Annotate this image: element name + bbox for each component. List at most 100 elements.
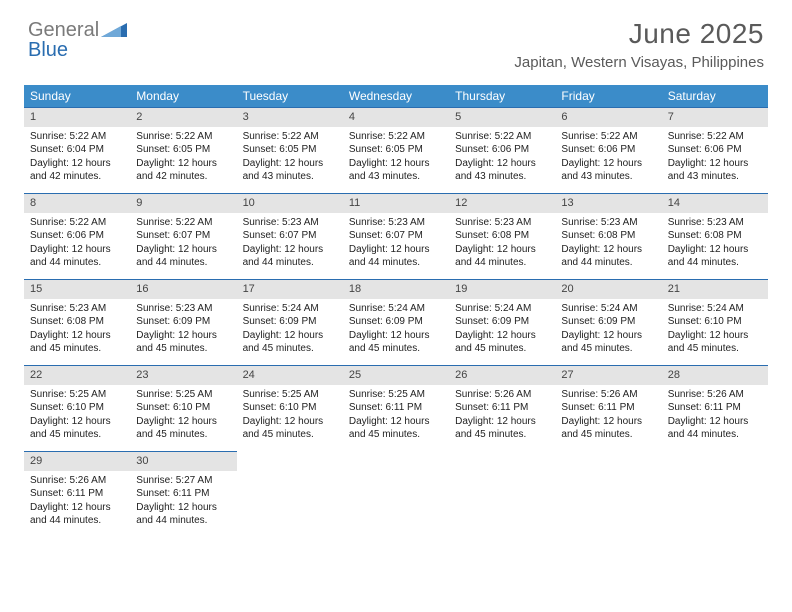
day-number: 24 bbox=[237, 366, 343, 385]
daylight-text: Daylight: 12 hours and 43 minutes. bbox=[349, 157, 443, 184]
day-body: Sunrise: 5:25 AMSunset: 6:10 PMDaylight:… bbox=[24, 385, 130, 448]
day-number: 19 bbox=[449, 280, 555, 299]
sunrise-text: Sunrise: 5:22 AM bbox=[243, 130, 337, 144]
daylight-text: Daylight: 12 hours and 44 minutes. bbox=[30, 243, 124, 270]
sunrise-text: Sunrise: 5:22 AM bbox=[561, 130, 655, 144]
daylight-text: Daylight: 12 hours and 44 minutes. bbox=[455, 243, 549, 270]
sunrise-text: Sunrise: 5:25 AM bbox=[136, 388, 230, 402]
sunset-text: Sunset: 6:11 PM bbox=[561, 401, 655, 415]
calendar-empty-cell bbox=[449, 451, 555, 537]
day-body: Sunrise: 5:24 AMSunset: 6:09 PMDaylight:… bbox=[237, 299, 343, 362]
calendar-day: 12Sunrise: 5:23 AMSunset: 6:08 PMDayligh… bbox=[449, 193, 555, 279]
day-number: 12 bbox=[449, 194, 555, 213]
day-body: Sunrise: 5:22 AMSunset: 6:07 PMDaylight:… bbox=[130, 213, 236, 276]
day-number: 26 bbox=[449, 366, 555, 385]
sunrise-text: Sunrise: 5:24 AM bbox=[243, 302, 337, 316]
calendar-empty-cell bbox=[662, 451, 768, 537]
calendar-day: 17Sunrise: 5:24 AMSunset: 6:09 PMDayligh… bbox=[237, 279, 343, 365]
day-number: 14 bbox=[662, 194, 768, 213]
calendar-day: 16Sunrise: 5:23 AMSunset: 6:09 PMDayligh… bbox=[130, 279, 236, 365]
day-number: 17 bbox=[237, 280, 343, 299]
day-number: 20 bbox=[555, 280, 661, 299]
day-body: Sunrise: 5:23 AMSunset: 6:08 PMDaylight:… bbox=[662, 213, 768, 276]
day-number: 30 bbox=[130, 452, 236, 471]
daylight-text: Daylight: 12 hours and 45 minutes. bbox=[349, 329, 443, 356]
day-body: Sunrise: 5:22 AMSunset: 6:04 PMDaylight:… bbox=[24, 127, 130, 190]
sunset-text: Sunset: 6:09 PM bbox=[561, 315, 655, 329]
daylight-text: Daylight: 12 hours and 44 minutes. bbox=[243, 243, 337, 270]
calendar-day: 27Sunrise: 5:26 AMSunset: 6:11 PMDayligh… bbox=[555, 365, 661, 451]
day-body: Sunrise: 5:22 AMSunset: 6:05 PMDaylight:… bbox=[343, 127, 449, 190]
calendar-day: 11Sunrise: 5:23 AMSunset: 6:07 PMDayligh… bbox=[343, 193, 449, 279]
day-body: Sunrise: 5:22 AMSunset: 6:05 PMDaylight:… bbox=[237, 127, 343, 190]
day-body: Sunrise: 5:23 AMSunset: 6:07 PMDaylight:… bbox=[237, 213, 343, 276]
calendar-day: 30Sunrise: 5:27 AMSunset: 6:11 PMDayligh… bbox=[130, 451, 236, 537]
sunset-text: Sunset: 6:08 PM bbox=[561, 229, 655, 243]
sunrise-text: Sunrise: 5:23 AM bbox=[30, 302, 124, 316]
day-number: 6 bbox=[555, 108, 661, 127]
sunset-text: Sunset: 6:07 PM bbox=[349, 229, 443, 243]
page-header: General Blue June 2025 Japitan, Western … bbox=[0, 0, 792, 75]
day-body: Sunrise: 5:26 AMSunset: 6:11 PMDaylight:… bbox=[449, 385, 555, 448]
weekday-header: Friday bbox=[555, 85, 661, 107]
sunrise-text: Sunrise: 5:22 AM bbox=[30, 216, 124, 230]
daylight-text: Daylight: 12 hours and 45 minutes. bbox=[136, 329, 230, 356]
daylight-text: Daylight: 12 hours and 45 minutes. bbox=[561, 415, 655, 442]
sunset-text: Sunset: 6:06 PM bbox=[30, 229, 124, 243]
sunset-text: Sunset: 6:10 PM bbox=[243, 401, 337, 415]
calendar-day: 20Sunrise: 5:24 AMSunset: 6:09 PMDayligh… bbox=[555, 279, 661, 365]
day-number: 27 bbox=[555, 366, 661, 385]
calendar-day: 10Sunrise: 5:23 AMSunset: 6:07 PMDayligh… bbox=[237, 193, 343, 279]
day-number: 18 bbox=[343, 280, 449, 299]
day-body: Sunrise: 5:23 AMSunset: 6:08 PMDaylight:… bbox=[24, 299, 130, 362]
logo-text: General Blue bbox=[28, 20, 99, 60]
calendar-empty-cell bbox=[343, 451, 449, 537]
day-number: 4 bbox=[343, 108, 449, 127]
calendar-day: 24Sunrise: 5:25 AMSunset: 6:10 PMDayligh… bbox=[237, 365, 343, 451]
sunset-text: Sunset: 6:11 PM bbox=[455, 401, 549, 415]
day-body: Sunrise: 5:22 AMSunset: 6:06 PMDaylight:… bbox=[449, 127, 555, 190]
calendar-day: 1Sunrise: 5:22 AMSunset: 6:04 PMDaylight… bbox=[24, 107, 130, 193]
day-body: Sunrise: 5:23 AMSunset: 6:09 PMDaylight:… bbox=[130, 299, 236, 362]
daylight-text: Daylight: 12 hours and 44 minutes. bbox=[668, 415, 762, 442]
calendar-day: 6Sunrise: 5:22 AMSunset: 6:06 PMDaylight… bbox=[555, 107, 661, 193]
daylight-text: Daylight: 12 hours and 44 minutes. bbox=[30, 501, 124, 528]
calendar-day: 26Sunrise: 5:26 AMSunset: 6:11 PMDayligh… bbox=[449, 365, 555, 451]
sunset-text: Sunset: 6:08 PM bbox=[30, 315, 124, 329]
day-number: 11 bbox=[343, 194, 449, 213]
day-number: 5 bbox=[449, 108, 555, 127]
day-body: Sunrise: 5:26 AMSunset: 6:11 PMDaylight:… bbox=[662, 385, 768, 448]
weekday-header: Saturday bbox=[662, 85, 768, 107]
day-body: Sunrise: 5:26 AMSunset: 6:11 PMDaylight:… bbox=[555, 385, 661, 448]
day-body: Sunrise: 5:22 AMSunset: 6:06 PMDaylight:… bbox=[24, 213, 130, 276]
calendar-day: 7Sunrise: 5:22 AMSunset: 6:06 PMDaylight… bbox=[662, 107, 768, 193]
sunrise-text: Sunrise: 5:23 AM bbox=[455, 216, 549, 230]
day-number: 28 bbox=[662, 366, 768, 385]
sunset-text: Sunset: 6:05 PM bbox=[349, 143, 443, 157]
sunrise-text: Sunrise: 5:26 AM bbox=[561, 388, 655, 402]
calendar-day: 22Sunrise: 5:25 AMSunset: 6:10 PMDayligh… bbox=[24, 365, 130, 451]
sunset-text: Sunset: 6:08 PM bbox=[668, 229, 762, 243]
title-block: June 2025 Japitan, Western Visayas, Phil… bbox=[28, 18, 764, 71]
daylight-text: Daylight: 12 hours and 43 minutes. bbox=[455, 157, 549, 184]
calendar-day: 18Sunrise: 5:24 AMSunset: 6:09 PMDayligh… bbox=[343, 279, 449, 365]
sunrise-text: Sunrise: 5:24 AM bbox=[668, 302, 762, 316]
weekday-header: Wednesday bbox=[343, 85, 449, 107]
sunrise-text: Sunrise: 5:22 AM bbox=[136, 130, 230, 144]
day-number: 16 bbox=[130, 280, 236, 299]
daylight-text: Daylight: 12 hours and 45 minutes. bbox=[455, 415, 549, 442]
weekday-header: Monday bbox=[130, 85, 236, 107]
daylight-text: Daylight: 12 hours and 43 minutes. bbox=[668, 157, 762, 184]
sunset-text: Sunset: 6:04 PM bbox=[30, 143, 124, 157]
day-body: Sunrise: 5:25 AMSunset: 6:11 PMDaylight:… bbox=[343, 385, 449, 448]
location-text: Japitan, Western Visayas, Philippines bbox=[28, 54, 764, 71]
daylight-text: Daylight: 12 hours and 45 minutes. bbox=[455, 329, 549, 356]
logo-part1: General bbox=[28, 19, 99, 41]
sunset-text: Sunset: 6:10 PM bbox=[136, 401, 230, 415]
day-body: Sunrise: 5:22 AMSunset: 6:05 PMDaylight:… bbox=[130, 127, 236, 190]
day-number: 22 bbox=[24, 366, 130, 385]
sunrise-text: Sunrise: 5:24 AM bbox=[561, 302, 655, 316]
sunrise-text: Sunrise: 5:26 AM bbox=[30, 474, 124, 488]
day-number: 13 bbox=[555, 194, 661, 213]
daylight-text: Daylight: 12 hours and 44 minutes. bbox=[561, 243, 655, 270]
